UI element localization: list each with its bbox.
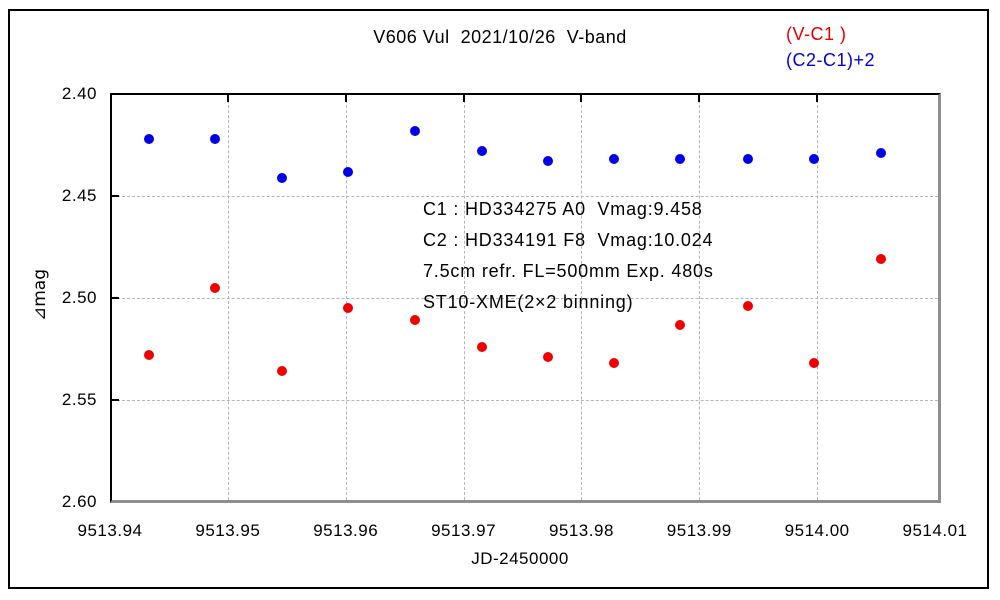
note-camera: ST10-XME(2×2 binning) xyxy=(423,292,634,312)
data-point-c2-c1 xyxy=(410,125,421,136)
data-point-c2-c1 xyxy=(277,172,288,183)
data-point-c2-c1 xyxy=(477,146,488,157)
data-point-v-c1 xyxy=(343,303,354,314)
y-tick-label: 2.55 xyxy=(61,390,97,409)
y-tick-mark xyxy=(112,195,119,197)
data-point-c2-c1 xyxy=(875,148,886,159)
vertical-gridline xyxy=(227,95,229,500)
data-point-c2-c1 xyxy=(609,154,620,165)
y-tick-label: 2.50 xyxy=(61,288,97,307)
x-tick-mark xyxy=(816,95,819,102)
data-point-v-c1 xyxy=(875,254,886,265)
data-point-c2-c1 xyxy=(675,154,686,165)
x-tick-label: 9514.01 xyxy=(902,521,968,540)
horizontal-gridline xyxy=(112,196,938,197)
y-tick-label: 2.40 xyxy=(61,84,97,103)
x-tick-mark xyxy=(462,95,465,102)
vertical-gridline xyxy=(463,95,465,500)
data-point-v-c1 xyxy=(209,282,220,293)
plot-area xyxy=(110,93,941,503)
y-tick-label: 2.60 xyxy=(61,492,97,511)
x-tick-mark xyxy=(580,95,583,102)
y-tick-label: 2.45 xyxy=(61,186,97,205)
data-point-v-c1 xyxy=(143,350,154,361)
data-point-v-c1 xyxy=(742,301,753,312)
data-point-v-c1 xyxy=(543,352,554,363)
data-point-c2-c1 xyxy=(209,133,220,144)
x-tick-label: 9513.99 xyxy=(666,521,732,540)
data-point-c2-c1 xyxy=(143,133,154,144)
vertical-gridline xyxy=(581,95,583,500)
data-point-v-c1 xyxy=(477,341,488,352)
data-point-c2-c1 xyxy=(343,166,354,177)
x-tick-label: 9513.98 xyxy=(548,521,614,540)
legend-item-v-c1: (V-C1 ) xyxy=(786,24,847,44)
note-telescope: 7.5cm refr. FL=500mm Exp. 480s xyxy=(423,261,714,281)
vertical-gridline xyxy=(345,95,347,500)
x-tick-label: 9513.97 xyxy=(431,521,497,540)
vertical-gridline xyxy=(817,95,819,500)
data-point-c2-c1 xyxy=(808,154,819,165)
y-tick-mark xyxy=(112,399,119,401)
data-point-v-c1 xyxy=(277,366,288,377)
x-axis-title: JD-2450000 xyxy=(471,549,569,568)
y-tick-mark xyxy=(112,297,119,299)
horizontal-gridline xyxy=(112,298,938,299)
x-tick-label: 9514.00 xyxy=(784,521,850,540)
x-tick-mark xyxy=(344,95,347,102)
data-point-v-c1 xyxy=(609,358,620,369)
legend-item-c2-c1: (C2-C1)+2 xyxy=(786,50,876,70)
x-tick-mark xyxy=(226,95,229,102)
data-point-v-c1 xyxy=(675,319,686,330)
x-tick-mark xyxy=(698,95,701,102)
note-comp-star-1: C1 : HD334275 A0 Vmag:9.458 xyxy=(423,199,703,219)
data-point-c2-c1 xyxy=(543,156,554,167)
data-point-v-c1 xyxy=(808,358,819,369)
chart-title: V606 Vul 2021/10/26 V-band xyxy=(373,27,627,47)
observation-notes: C1 : HD334275 A0 Vmag:9.458 C2 : HD33419… xyxy=(423,194,714,318)
data-point-c2-c1 xyxy=(742,154,753,165)
note-comp-star-2: C2 : HD334191 F8 Vmag:10.024 xyxy=(423,230,714,250)
x-tick-label: 9513.96 xyxy=(313,521,379,540)
data-point-v-c1 xyxy=(410,315,421,326)
x-tick-label: 9513.94 xyxy=(77,521,143,540)
vertical-gridline xyxy=(699,95,701,500)
legend: (V-C1 ) (C2-C1)+2 xyxy=(786,21,875,73)
horizontal-gridline xyxy=(112,400,938,401)
x-tick-label: 9513.95 xyxy=(195,521,261,540)
